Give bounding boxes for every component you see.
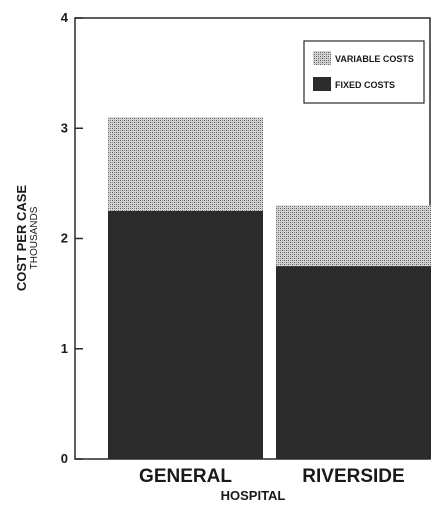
- bar-segment-riverside-fixed-costs: [276, 266, 431, 459]
- y-tick-label: 2: [61, 231, 68, 246]
- y-axis-ticks: 0 1 2 3 4: [61, 10, 83, 466]
- legend-swatch-variable-costs: [313, 51, 331, 65]
- legend-label-fixed-costs: FIXED COSTS: [335, 80, 395, 90]
- bars: [108, 117, 431, 459]
- x-category-label: RIVERSIDE: [302, 466, 404, 487]
- x-axis-title: HOSPITAL: [221, 488, 286, 503]
- legend: VARIABLE COSTS FIXED COSTS: [303, 40, 425, 104]
- y-tick-label: 4: [61, 10, 69, 25]
- legend-label-variable-costs: VARIABLE COSTS: [335, 54, 414, 64]
- x-axis-category-labels: GENERAL RIVERSIDE: [139, 466, 405, 487]
- bar-segment-general-variable-costs: [108, 117, 263, 211]
- y-tick-label: 0: [61, 451, 68, 466]
- legend-swatch-fixed-costs: [313, 77, 331, 91]
- y-axis-subtitle: THOUSANDS: [29, 206, 40, 269]
- bar-segment-general-fixed-costs: [108, 210, 263, 459]
- legend-box: [303, 40, 425, 104]
- y-tick-label: 1: [61, 341, 68, 356]
- y-axis-title: COST PER CASE: [14, 185, 29, 292]
- y-tick-label: 3: [61, 120, 68, 135]
- bar-segment-riverside-variable-costs: [276, 205, 431, 267]
- x-category-label: GENERAL: [139, 466, 232, 487]
